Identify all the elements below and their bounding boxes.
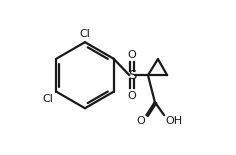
Text: O: O [136,116,145,126]
Text: O: O [127,91,136,101]
Text: O: O [127,50,136,60]
Text: S: S [128,69,136,82]
Text: OH: OH [165,116,182,126]
Text: Cl: Cl [43,94,54,104]
Text: Cl: Cl [80,29,90,39]
